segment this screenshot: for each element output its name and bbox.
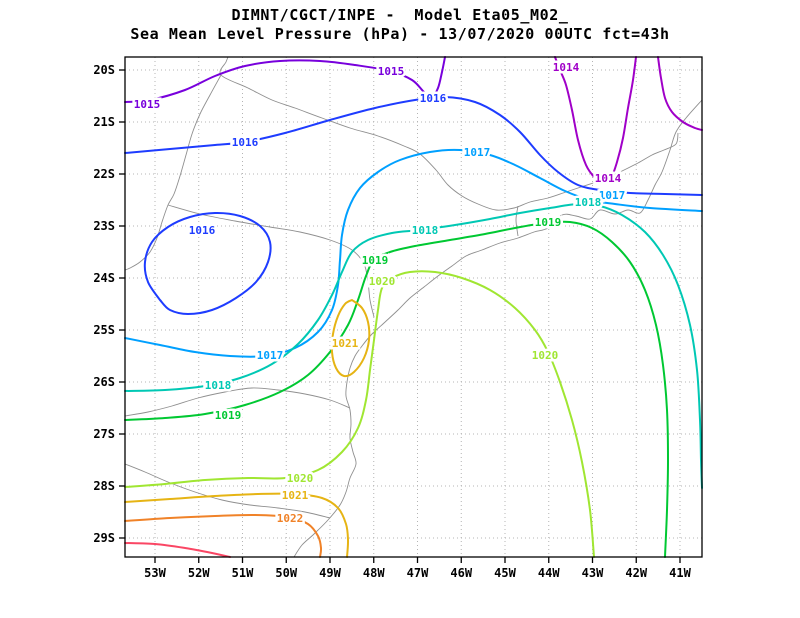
x-axis-label: 48W	[363, 566, 385, 580]
coastline-border	[219, 56, 679, 211]
contour-label-1017: 1017	[464, 146, 491, 159]
contour-label-1020: 1020	[287, 472, 314, 485]
contour-label-1019: 1019	[362, 254, 389, 267]
isobar-contours	[124, 56, 703, 558]
contour-label-1022: 1022	[277, 512, 304, 525]
contour-label-1017: 1017	[599, 189, 626, 202]
isobar-1022	[124, 513, 323, 558]
contour-label-1015: 1015	[378, 65, 405, 78]
x-axis-label: 44W	[538, 566, 560, 580]
coastline-border	[167, 204, 375, 318]
x-axis-label: 50W	[275, 566, 297, 580]
contour-label-1017: 1017	[257, 349, 284, 362]
contour-label-1016: 1016	[420, 92, 447, 105]
isobar-1016	[124, 95, 703, 196]
isobar-1016	[143, 211, 272, 315]
contour-label-1019: 1019	[215, 409, 242, 422]
x-axis-label: 53W	[144, 566, 166, 580]
isobar-1015	[124, 56, 446, 103]
y-axis-label: 28S	[93, 479, 115, 493]
coastline-border	[124, 74, 222, 271]
basemap-borders	[124, 56, 703, 558]
coastline-border	[293, 99, 703, 558]
x-axis-label: 52W	[188, 566, 210, 580]
isobar-1014	[657, 56, 703, 131]
title-line-1: DIMNT/CGCT/INPE - Model Eta05_M02_	[231, 6, 569, 24]
y-axis-label: 29S	[93, 531, 115, 545]
y-axis-labels: 20S 21S 22S 23S 24S 25S 26S 27S 28S 29S	[93, 63, 115, 545]
isobar-1017	[124, 148, 703, 358]
isobar-1021	[330, 299, 371, 378]
x-axis-label: 42W	[625, 566, 647, 580]
contour-label-1019: 1019	[535, 216, 562, 229]
contour-label-1020: 1020	[369, 275, 396, 288]
y-axis-label: 26S	[93, 375, 115, 389]
contour-label-1014: 1014	[595, 172, 622, 185]
y-axis-label: 23S	[93, 219, 115, 233]
coastline-border	[124, 387, 351, 417]
x-axis-label: 45W	[494, 566, 516, 580]
x-axis-label: 46W	[450, 566, 472, 580]
grid-lines	[125, 57, 702, 557]
contour-label-1018: 1018	[575, 196, 602, 209]
x-axis-label: 49W	[319, 566, 341, 580]
y-axis-label: 20S	[93, 63, 115, 77]
contour-label-1020: 1020	[532, 349, 559, 362]
title-line-2: Sea Mean Level Pressure (hPa) - 13/07/20…	[130, 25, 670, 43]
contour-label-1014: 1014	[553, 61, 580, 74]
isobar-1014	[554, 56, 637, 184]
contour-label-1016: 1016	[189, 224, 216, 237]
y-axis-label: 22S	[93, 167, 115, 181]
y-axis-label: 24S	[93, 271, 115, 285]
contour-labels: 1015 1015 1014 1014 1016 1016 1016 1017 1017 1017…	[131, 59, 628, 528]
coastline-border	[515, 205, 519, 237]
x-axis-label: 51W	[232, 566, 254, 580]
x-axis-labels: 53W 52W 51W 50W 49W 48W 47W 46W 45W 44W 43W 42W 41W	[144, 566, 691, 580]
y-axis-label: 27S	[93, 427, 115, 441]
contour-label-1021: 1021	[282, 489, 309, 502]
contour-label-1015: 1015	[134, 98, 161, 111]
x-axis-label: 43W	[582, 566, 604, 580]
contour-label-1021: 1021	[332, 337, 359, 350]
plot-header: DIMNT/CGCT/INPE - Model Eta05_M02_ Sea M…	[0, 6, 800, 44]
isobar-1023	[124, 542, 231, 558]
isobar-1021	[124, 492, 350, 558]
isobar-1020	[124, 270, 595, 558]
plot-border	[124, 56, 703, 558]
x-axis-label: 41W	[669, 566, 691, 580]
contour-label-1018: 1018	[412, 224, 439, 237]
y-axis-label: 21S	[93, 115, 115, 129]
x-axis-label: 47W	[407, 566, 429, 580]
contour-label-1018: 1018	[205, 379, 232, 392]
isobar-1019	[124, 220, 669, 558]
isobar-1018	[124, 202, 703, 489]
contour-label-1016: 1016	[232, 136, 259, 149]
axis-ticks	[119, 69, 681, 563]
y-axis-label: 25S	[93, 323, 115, 337]
coastline-border	[124, 463, 331, 519]
